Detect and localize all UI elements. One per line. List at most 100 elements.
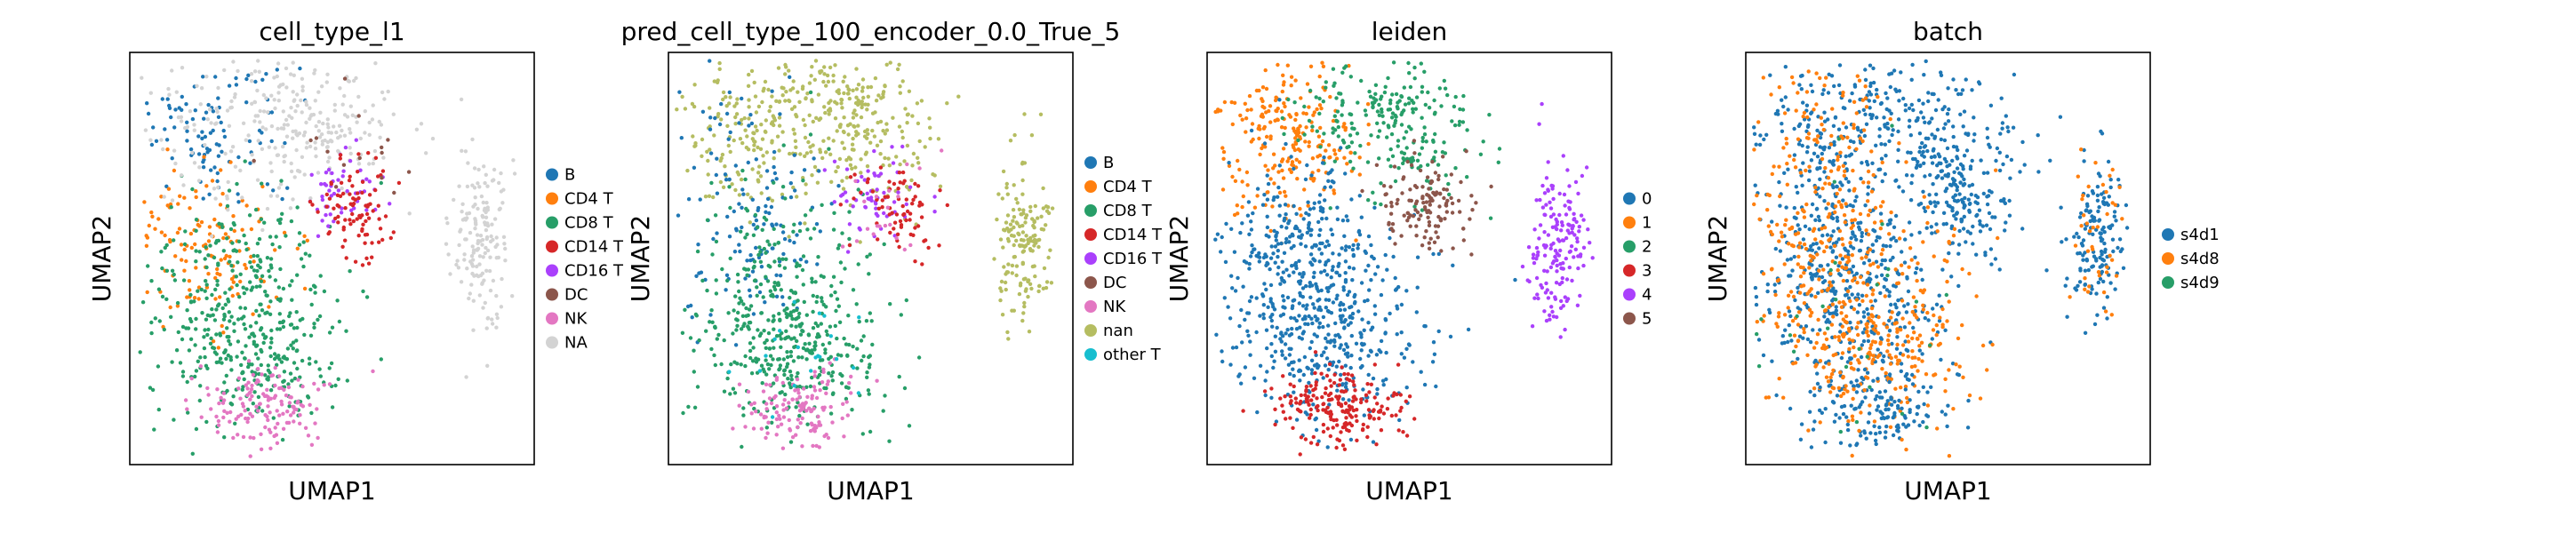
scatter-point [1389,131,1395,137]
scatter-point [817,445,821,449]
scatter-point [1907,106,1912,111]
scatter-point [829,179,834,184]
scatter-point [916,355,922,360]
scatter-point [1298,452,1302,457]
scatter-point [926,245,931,251]
scatter-point [1960,88,1965,92]
scatter-point [727,235,732,239]
scatter-point [1305,163,1309,168]
scatter-point [1425,175,1430,179]
legend-label: 4 [1642,286,1652,305]
scatter-point [753,124,758,129]
scatter-point [173,107,178,112]
scatter-point [377,217,381,221]
scatter-point [1348,112,1352,116]
scatter-point [340,191,346,196]
scatter-point [1543,290,1548,295]
scatter-point [1245,183,1250,187]
scatter-point [1432,352,1437,356]
scatter-point [1805,145,1810,149]
scatter-point [1344,416,1348,420]
scatter-point [241,285,245,290]
scatter-point [1020,160,1025,165]
scatter-point [1796,142,1802,147]
scatter-point [788,349,794,354]
scatter-point [302,234,307,238]
scatter-point [231,435,236,441]
scatter-point [789,378,794,382]
scatter-point [1316,408,1320,413]
scatter-point [1287,167,1292,171]
scatter-point [1828,159,1832,163]
scatter-point [745,209,750,213]
scatter-point [838,203,843,207]
scatter-point [1026,237,1030,243]
scatter-point [787,235,791,239]
scatter-point [391,230,396,235]
scatter-point [371,103,375,107]
scatter-point [1258,363,1263,368]
scatter-point [1388,311,1392,316]
scatter-point [296,399,300,404]
scatter-point [1372,205,1377,210]
scatter-point [276,126,280,131]
scatter-point [841,192,845,197]
scatter-point [1419,370,1423,374]
scatter-point [1877,134,1882,139]
scatter-point [1335,388,1340,393]
scatter-point [1549,290,1554,295]
scatter-point [1041,206,1046,211]
scatter-point [1360,317,1364,322]
scatter-point [226,179,230,185]
scatter-point [268,263,273,267]
scatter-point [1752,131,1757,136]
scatter-point [868,140,873,145]
scatter-point [179,173,184,178]
scatter-point [1360,188,1364,194]
scatter-point [1349,305,1354,309]
scatter-point [252,69,258,74]
scatter-point [772,337,777,341]
scatter-point [1258,314,1262,318]
scatter-point [1033,203,1038,209]
scatter-point [677,90,682,94]
scatter-point [1384,192,1388,196]
scatter-point [1821,88,1826,92]
scatter-point [803,123,807,128]
scatter-point [831,227,836,232]
scatter-point [784,90,788,94]
scatter-point [1810,89,1815,94]
scatter-point [900,79,905,84]
scatter-point [758,250,763,254]
scatter-point [720,266,724,272]
scatter-point [366,261,372,266]
scatter-point [1340,219,1346,223]
scatter-point [747,72,751,77]
scatter-point [1882,115,1886,120]
scatter-point [1850,91,1854,96]
scatter-point [291,346,295,351]
scatter-point [764,251,768,255]
scatter-point [812,347,817,352]
scatter-point [748,113,753,117]
scatter-point [1445,92,1450,98]
scatter-point [1343,401,1348,406]
scatter-point [899,313,903,317]
scatter-point [1220,359,1225,364]
scatter-point [1815,206,1820,211]
scatter-point [845,354,850,358]
scatter-point [267,145,271,149]
scatter-point [1379,202,1383,207]
scatter-point [361,289,365,294]
scatter-point [229,368,234,372]
scatter-point [200,311,204,315]
legend-marker [1084,180,1097,193]
scatter-point [195,84,199,89]
scatter-point [1929,155,1934,160]
scatter-point [776,357,780,362]
legend-label: CD16 T [1103,250,1163,268]
scatter-point [1863,203,1868,208]
scatter-point [207,225,212,229]
scatter-point [476,167,481,172]
scatter-point [1985,126,1989,131]
